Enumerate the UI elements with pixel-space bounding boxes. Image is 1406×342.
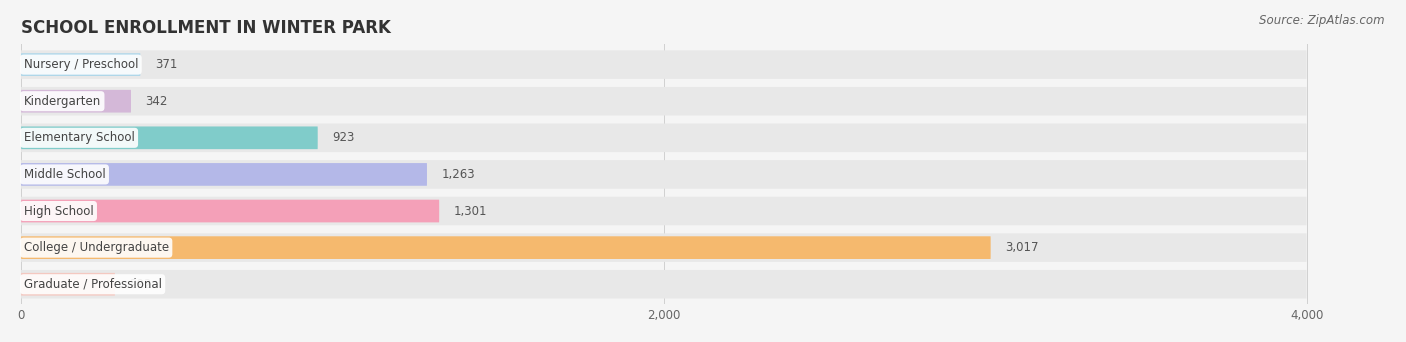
Text: 3,017: 3,017 [1005,241,1039,254]
FancyBboxPatch shape [21,200,439,222]
Text: 1,301: 1,301 [454,205,486,218]
Text: 923: 923 [332,131,354,144]
FancyBboxPatch shape [21,90,131,113]
FancyBboxPatch shape [21,197,1306,225]
Text: 371: 371 [155,58,177,71]
FancyBboxPatch shape [21,273,115,295]
Text: Kindergarten: Kindergarten [24,95,101,108]
FancyBboxPatch shape [21,53,141,76]
FancyBboxPatch shape [21,87,1306,116]
Text: High School: High School [24,205,93,218]
Text: 292: 292 [129,278,152,291]
FancyBboxPatch shape [21,50,1306,79]
Text: Nursery / Preschool: Nursery / Preschool [24,58,138,71]
FancyBboxPatch shape [21,123,1306,152]
Text: Elementary School: Elementary School [24,131,135,144]
Text: 1,263: 1,263 [441,168,475,181]
FancyBboxPatch shape [21,127,318,149]
Text: College / Undergraduate: College / Undergraduate [24,241,169,254]
FancyBboxPatch shape [21,233,1306,262]
Text: 342: 342 [145,95,167,108]
Text: Middle School: Middle School [24,168,105,181]
Text: Graduate / Professional: Graduate / Professional [24,278,162,291]
Text: SCHOOL ENROLLMENT IN WINTER PARK: SCHOOL ENROLLMENT IN WINTER PARK [21,19,391,37]
Text: Source: ZipAtlas.com: Source: ZipAtlas.com [1260,14,1385,27]
FancyBboxPatch shape [21,236,991,259]
FancyBboxPatch shape [21,270,1306,299]
FancyBboxPatch shape [21,163,427,186]
FancyBboxPatch shape [21,160,1306,189]
